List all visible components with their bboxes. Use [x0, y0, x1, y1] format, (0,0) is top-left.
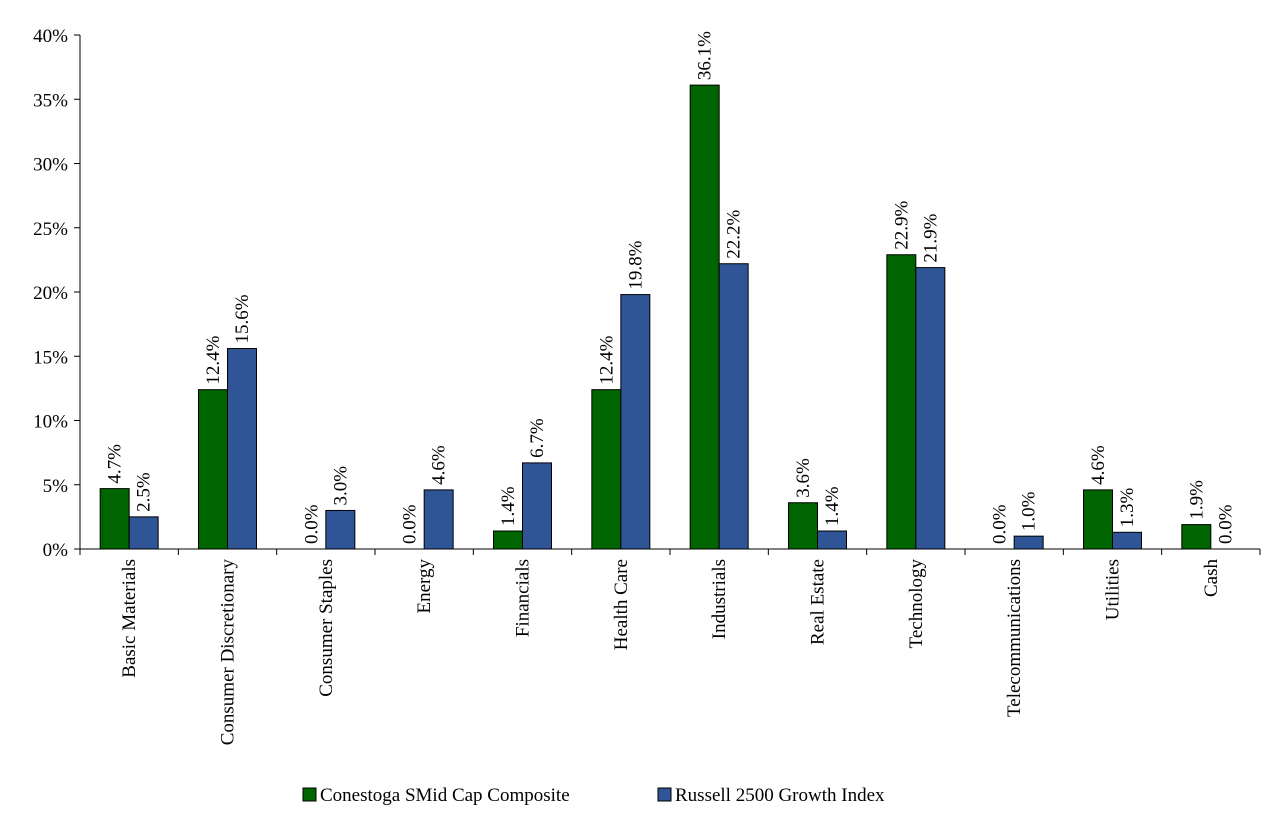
y-tick-label: 10% — [33, 412, 68, 433]
bar-series-2 — [227, 348, 257, 550]
legend-swatch-series-2 — [657, 787, 672, 802]
legend-swatch-series-1 — [302, 787, 317, 802]
bar-series-2 — [1013, 535, 1044, 550]
data-label-series-2: 0.0% — [1215, 504, 1236, 544]
x-tick-label: Telecommunications — [1004, 559, 1025, 717]
data-label-series-1: 1.4% — [498, 486, 519, 526]
x-tick-label: Consumer Staples — [316, 559, 337, 697]
bar-series-1 — [99, 488, 130, 550]
bar-series-2 — [1112, 531, 1142, 550]
x-tick-label: Consumer Discretionary — [218, 559, 239, 746]
x-tick-label: Technology — [906, 559, 927, 649]
legend-label-series-2: Russell 2500 Growth Index — [675, 785, 885, 806]
bar-series-1 — [591, 389, 622, 550]
data-label-series-1: 4.6% — [1088, 445, 1109, 485]
x-tick-label: Industrials — [709, 559, 730, 639]
bar-series-2 — [915, 267, 946, 550]
data-label-series-1: 0.0% — [301, 504, 322, 544]
y-tick-label: 35% — [33, 90, 68, 111]
x-tick-label: Basic Materials — [119, 559, 140, 678]
bar-series-2 — [325, 509, 356, 550]
x-tick-label: Real Estate — [808, 559, 829, 645]
legend-label-series-1: Conestoga SMid Cap Composite — [320, 785, 570, 806]
y-tick-label: 20% — [33, 283, 68, 304]
y-tick-label: 40% — [33, 26, 68, 47]
bar-series-1 — [886, 254, 917, 550]
data-label-series-2: 6.7% — [527, 418, 548, 458]
x-tick-label: Financials — [513, 559, 534, 637]
data-label-series-1: 12.4% — [596, 335, 617, 384]
bar-series-2 — [620, 294, 651, 550]
x-axis: Basic Materials Consumer Discretionary Con… — [79, 548, 1261, 746]
y-tick-label: 30% — [33, 155, 68, 176]
data-label-series-1: 12.4% — [203, 335, 224, 384]
bar-series-1 — [1181, 524, 1212, 550]
data-label-series-2: 19.8% — [625, 240, 646, 289]
bar-series-2 — [817, 530, 847, 550]
data-label-series-1: 0.0% — [990, 504, 1011, 544]
bars — [99, 84, 1212, 550]
x-tick-label: Cash — [1201, 559, 1222, 598]
legend: Conestoga SMid Cap Composite Russell 2500… — [302, 785, 885, 806]
x-tick-label: Health Care — [611, 559, 632, 650]
data-label-series-2: 22.2% — [724, 209, 745, 258]
bar-series-1 — [493, 530, 523, 550]
y-tick-label: 25% — [33, 219, 68, 240]
value-labels: 4.7% 12.4% 0.0% 0.0% 1.4% 12.4% 36.1% 3.6% 22.9%… — [105, 31, 1237, 544]
bar-series-2 — [718, 263, 749, 550]
data-label-series-2: 1.4% — [822, 486, 843, 526]
y-tick-label: 0% — [43, 540, 69, 561]
data-label-series-2: 21.9% — [920, 213, 941, 262]
x-tick-label: Energy — [414, 559, 435, 614]
y-axis: 0% 5% 10% 15% 20% 25% 30% 35% 40% — [33, 26, 81, 561]
data-label-series-1: 0.0% — [400, 504, 421, 544]
data-label-series-2: 1.3% — [1117, 488, 1138, 528]
bar-series-2 — [423, 489, 454, 550]
bar-series-2 — [128, 516, 159, 550]
data-label-series-2: 1.0% — [1019, 491, 1040, 531]
data-label-series-2: 2.5% — [134, 472, 155, 512]
data-label-series-1: 3.6% — [793, 458, 814, 498]
bar-series-1 — [788, 502, 818, 550]
data-label-series-2: 15.6% — [232, 294, 253, 343]
data-label-series-1: 1.9% — [1186, 480, 1207, 520]
y-tick-label: 15% — [33, 347, 68, 368]
data-label-series-2: 3.0% — [330, 466, 351, 506]
data-label-series-1: 36.1% — [695, 31, 716, 80]
y-tick-label: 5% — [43, 476, 69, 497]
data-label-series-1: 22.9% — [891, 200, 912, 249]
x-tick-label: Utilities — [1103, 559, 1124, 620]
bar-series-1 — [1083, 489, 1113, 550]
bar-series-2 — [522, 462, 552, 550]
data-label-series-1: 4.7% — [105, 444, 126, 484]
bar-series-1 — [198, 389, 228, 550]
data-label-series-2: 4.6% — [429, 445, 450, 485]
bar-series-1 — [689, 84, 720, 550]
